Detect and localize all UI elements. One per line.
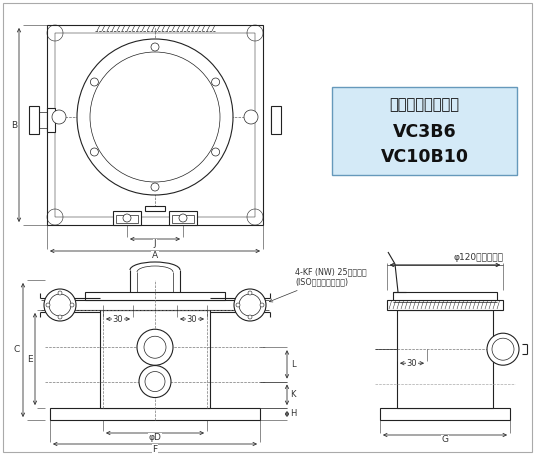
Text: 4-KF (NW) 25フランジ
(ISO真空用フランジ): 4-KF (NW) 25フランジ (ISO真空用フランジ) (269, 267, 366, 302)
Circle shape (179, 214, 187, 222)
Bar (387, 300, 503, 310)
Circle shape (77, 39, 233, 195)
Bar (397, 310, 493, 408)
Circle shape (123, 214, 131, 222)
Bar (271, 108, 279, 132)
Bar (145, 206, 165, 211)
Circle shape (49, 294, 71, 316)
Bar (116, 215, 138, 223)
Circle shape (144, 336, 166, 358)
Text: VC3B6: VC3B6 (393, 123, 456, 141)
Bar (271, 106, 281, 134)
Circle shape (248, 291, 252, 295)
Circle shape (46, 303, 50, 307)
Bar (100, 310, 210, 408)
Circle shape (90, 78, 98, 86)
Circle shape (90, 148, 98, 156)
Circle shape (487, 333, 519, 365)
Text: E: E (27, 354, 33, 364)
Circle shape (139, 365, 171, 398)
Circle shape (52, 110, 66, 124)
Bar (85, 292, 225, 300)
FancyBboxPatch shape (332, 87, 517, 175)
Circle shape (248, 315, 252, 319)
Text: A: A (152, 252, 158, 261)
Text: K: K (291, 390, 296, 399)
Text: φ120（確認窓）: φ120（確認窓） (453, 253, 503, 262)
Bar (55, 33, 255, 217)
Bar (113, 211, 141, 225)
Bar (169, 211, 197, 225)
Circle shape (58, 291, 62, 295)
Circle shape (58, 315, 62, 319)
Text: VC10B10: VC10B10 (380, 148, 469, 166)
Circle shape (212, 78, 220, 86)
Circle shape (212, 148, 220, 156)
Text: 30: 30 (407, 359, 417, 368)
Bar (50, 408, 260, 420)
Circle shape (151, 183, 159, 191)
Text: G: G (441, 435, 448, 445)
Circle shape (90, 52, 220, 182)
Text: J: J (154, 239, 156, 248)
Bar (29, 106, 39, 134)
Circle shape (260, 303, 264, 307)
Circle shape (239, 294, 261, 316)
Bar (70, 300, 240, 310)
Circle shape (137, 329, 173, 365)
Circle shape (492, 338, 514, 360)
Circle shape (236, 303, 240, 307)
Text: F: F (152, 445, 158, 454)
Circle shape (234, 289, 266, 321)
Bar (380, 408, 510, 420)
Text: ステンレスモデル: ステンレスモデル (389, 97, 460, 112)
Bar (47, 108, 55, 132)
Text: 30: 30 (113, 314, 123, 324)
Text: B: B (11, 121, 17, 130)
Circle shape (70, 303, 74, 307)
Circle shape (151, 43, 159, 51)
Circle shape (44, 289, 76, 321)
Text: φD: φD (149, 434, 162, 443)
Text: C: C (14, 345, 20, 354)
Bar (172, 215, 194, 223)
Text: 30: 30 (187, 314, 197, 324)
Circle shape (145, 372, 165, 392)
Circle shape (244, 110, 258, 124)
Bar (47, 25, 263, 225)
Text: H: H (290, 410, 296, 419)
Bar (393, 292, 497, 300)
Text: L: L (291, 360, 295, 369)
